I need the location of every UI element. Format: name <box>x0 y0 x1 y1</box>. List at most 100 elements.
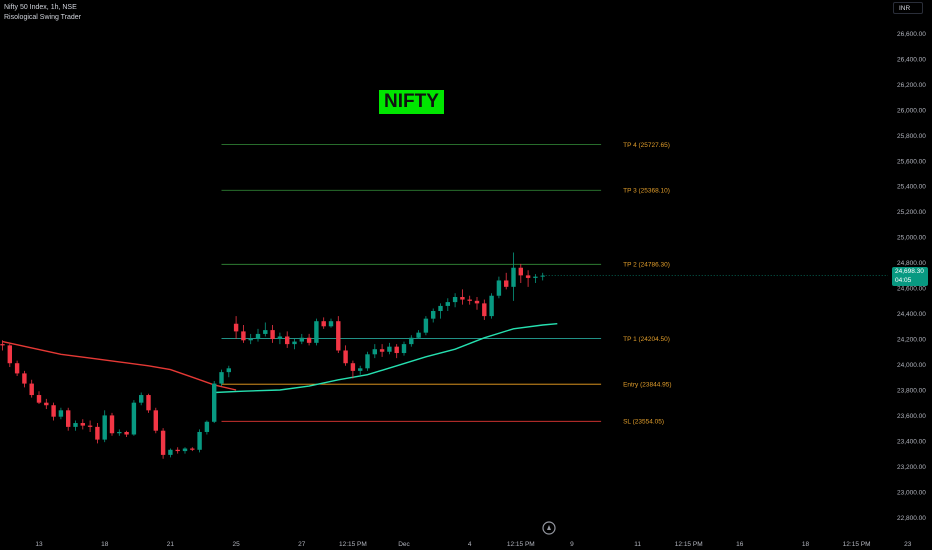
candle <box>496 276 502 299</box>
candle <box>14 360 20 376</box>
candle <box>518 263 523 284</box>
candle <box>255 328 261 342</box>
x-tick-label: 9 <box>570 541 574 548</box>
bar-countdown: 04:05 <box>895 276 912 284</box>
y-tick-label: 22,800.00 <box>897 515 926 522</box>
candle <box>233 316 239 340</box>
candle <box>146 393 151 413</box>
level-label: TP 2 (24786.30) <box>623 262 670 269</box>
candle <box>212 381 217 424</box>
y-tick-label: 23,200.00 <box>897 464 926 471</box>
candle <box>248 333 253 345</box>
currency-button[interactable]: INR <box>893 2 923 14</box>
ma-red-line <box>2 340 237 391</box>
candle <box>328 318 334 328</box>
candle <box>66 407 71 431</box>
candle <box>540 272 545 281</box>
x-tick-label: 25 <box>232 541 240 548</box>
candle <box>51 402 56 421</box>
y-tick-label: 25,800.00 <box>897 133 926 140</box>
x-tick-label: 12:15 PM <box>843 541 871 548</box>
candle <box>358 365 363 375</box>
candle <box>321 317 326 329</box>
candle <box>525 270 531 287</box>
candle <box>460 289 465 305</box>
candle <box>489 293 494 319</box>
candle <box>0 340 5 351</box>
candles <box>0 252 888 459</box>
y-tick-label: 26,600.00 <box>897 31 926 38</box>
ma-teal-line <box>214 323 558 394</box>
candle <box>379 344 385 357</box>
y-tick-label: 26,200.00 <box>897 82 926 89</box>
price-axis[interactable]: 22,800.00 23,000.00 23,200.00 23,400.00 23,6… <box>897 31 926 522</box>
candle <box>474 297 480 310</box>
candle <box>117 429 122 436</box>
time-axis[interactable]: 13 18 21 25 27 12:15 PM Dec 4 12:15 PM 9 11 12:15 P… <box>35 541 911 548</box>
y-tick-label: 23,400.00 <box>897 438 926 445</box>
y-tick-label: 23,000.00 <box>897 489 926 496</box>
y-tick-label: 25,600.00 <box>897 158 926 165</box>
symbol-title[interactable]: Nifty 50 Index, 1h, NSE <box>4 4 77 11</box>
candle <box>482 299 487 320</box>
candle <box>241 325 246 343</box>
candle <box>350 360 356 379</box>
x-tick-label: 4 <box>468 541 472 548</box>
candle <box>263 322 268 337</box>
candle <box>365 351 370 371</box>
candle <box>394 344 399 359</box>
y-tick-label: 26,000.00 <box>897 107 926 114</box>
candle <box>431 308 436 323</box>
candle <box>153 407 158 434</box>
y-tick-label: 25,400.00 <box>897 184 926 191</box>
candle <box>87 420 93 432</box>
x-tick-label: 21 <box>167 541 175 548</box>
x-tick-label: 11 <box>634 541 641 548</box>
candle <box>175 447 180 454</box>
candle <box>197 429 202 453</box>
x-tick-label: Dec <box>398 541 410 548</box>
symbol-badge: NIFTY <box>379 90 444 114</box>
x-tick-label: 12:15 PM <box>507 541 535 548</box>
candle <box>139 392 144 406</box>
candle <box>285 331 290 348</box>
candle <box>306 333 312 346</box>
candle <box>44 398 49 410</box>
x-tick-label: 12:15 PM <box>675 541 703 548</box>
candle <box>504 272 509 290</box>
candle <box>438 303 443 319</box>
candle <box>160 428 166 459</box>
candle <box>452 293 458 308</box>
x-tick-label: 27 <box>298 541 306 548</box>
x-tick-label: 18 <box>802 541 810 548</box>
x-tick-label: 23 <box>904 541 912 548</box>
candle <box>131 400 137 436</box>
y-tick-label: 26,400.00 <box>897 56 926 63</box>
tradingview-logo-icon[interactable] <box>542 521 556 535</box>
level-label: Entry (23844.95) <box>623 382 671 389</box>
indicator-name[interactable]: Risological Swing Trader <box>4 14 82 21</box>
level-label: SL (23554.05) <box>623 419 664 426</box>
x-tick-label: 13 <box>35 541 43 548</box>
y-tick-label: 24,200.00 <box>897 337 926 344</box>
candle <box>533 274 538 284</box>
candle <box>73 420 78 431</box>
candle <box>190 447 195 452</box>
candle <box>124 430 129 438</box>
candle <box>182 447 188 454</box>
candle <box>95 423 100 444</box>
candle <box>22 370 27 388</box>
y-tick-label: 24,800.00 <box>897 260 926 267</box>
y-tick-label: 24,400.00 <box>897 311 926 318</box>
last-price-tag: 24,698.30 04:05 <box>892 267 928 286</box>
candle <box>58 407 64 420</box>
candle <box>219 369 224 387</box>
candle <box>7 344 12 368</box>
y-tick-label: 23,600.00 <box>897 413 926 420</box>
candle <box>387 342 392 355</box>
candle <box>36 391 42 404</box>
level-label: TP 3 (25368.10) <box>623 188 670 195</box>
moving-averages <box>2 323 558 394</box>
candle <box>445 298 450 312</box>
